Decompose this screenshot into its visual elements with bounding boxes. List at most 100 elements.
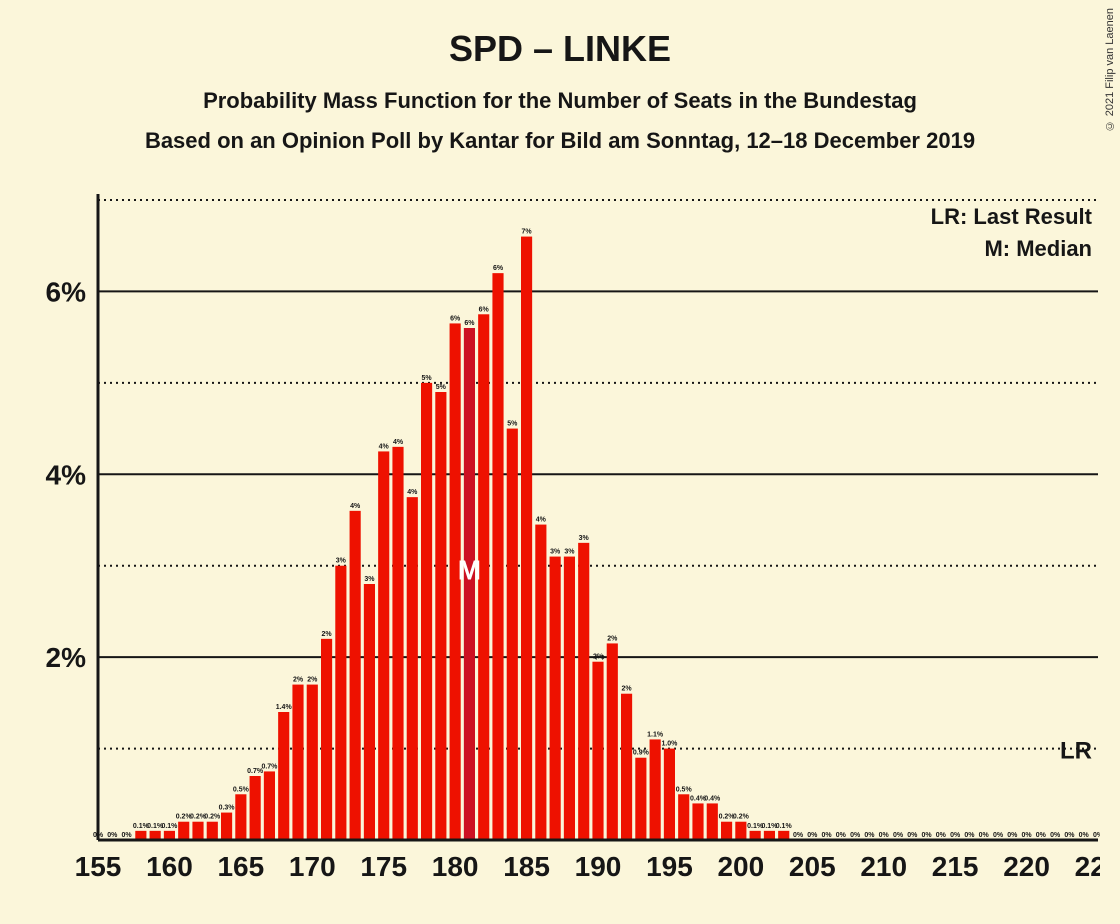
bar xyxy=(292,685,303,840)
bar-value-label: 0.2% xyxy=(204,814,221,821)
bar-value-label: 6% xyxy=(493,265,504,272)
bar-value-label: 0% xyxy=(807,832,818,839)
bar-value-label: 0% xyxy=(122,832,133,839)
x-tick-label: 215 xyxy=(932,851,979,882)
x-tick-label: 220 xyxy=(1003,851,1050,882)
bar-value-label: 0% xyxy=(850,832,861,839)
legend-m: M: Median xyxy=(984,236,1092,261)
bar-value-label: 0.9% xyxy=(633,750,650,757)
bar-value-label: 3% xyxy=(564,549,575,556)
bar-value-label: 0% xyxy=(922,832,933,839)
bar-value-label: 6% xyxy=(464,320,475,327)
chart-container: 2%4%6%0%0%0%0.1%0.1%0.1%0.2%0.2%0.2%0.3%… xyxy=(40,190,1100,890)
bar xyxy=(721,822,732,840)
bar xyxy=(321,639,332,840)
bar-value-label: 7% xyxy=(522,229,533,236)
bar xyxy=(692,803,703,840)
legend-lr: LR: Last Result xyxy=(931,204,1093,229)
bar-value-label: 3% xyxy=(579,535,590,542)
bar xyxy=(564,557,575,840)
chart-subtitle-2: Based on an Opinion Poll by Kantar for B… xyxy=(0,128,1120,154)
bar-value-label: 0% xyxy=(936,832,947,839)
bar-value-label: 0% xyxy=(1093,832,1100,839)
bar-value-label: 0% xyxy=(864,832,875,839)
bar xyxy=(735,822,746,840)
bar-value-label: 5% xyxy=(436,384,447,391)
bar xyxy=(550,557,561,840)
x-tick-label: 195 xyxy=(646,851,693,882)
bar-value-label: 0% xyxy=(1007,832,1018,839)
bar-value-label: 0% xyxy=(993,832,1004,839)
x-tick-label: 175 xyxy=(360,851,407,882)
bar xyxy=(264,771,275,840)
bar xyxy=(221,813,232,840)
bar xyxy=(621,694,632,840)
bar xyxy=(207,822,218,840)
bar xyxy=(607,643,618,840)
x-tick-label: 165 xyxy=(217,851,264,882)
bar xyxy=(592,662,603,840)
bar xyxy=(407,497,418,840)
bar-value-label: 2% xyxy=(607,635,618,642)
bar-value-label: 0.3% xyxy=(219,805,236,812)
bar-value-label: 0% xyxy=(950,832,961,839)
copyright-label: © 2021 Filip van Laenen xyxy=(1104,8,1116,131)
x-tick-label: 170 xyxy=(289,851,336,882)
bar-value-label: 0.2% xyxy=(733,814,750,821)
chart-subtitle-1: Probability Mass Function for the Number… xyxy=(0,88,1120,114)
lr-arrow-right xyxy=(602,654,605,660)
x-tick-label: 200 xyxy=(717,851,764,882)
bar-value-label: 0.5% xyxy=(676,786,693,793)
bar-value-label: 0.1% xyxy=(776,823,793,830)
bar-value-label: 0% xyxy=(793,832,804,839)
bar-value-label: 0.5% xyxy=(233,786,250,793)
x-tick-label: 225 xyxy=(1075,851,1100,882)
x-tick-label: 160 xyxy=(146,851,193,882)
bar xyxy=(307,685,318,840)
bar-value-label: 6% xyxy=(479,306,490,313)
bar-value-label: 1.4% xyxy=(276,704,293,711)
bar-value-label: 0.7% xyxy=(261,763,278,770)
pmf-bar-chart: 2%4%6%0%0%0%0.1%0.1%0.1%0.2%0.2%0.2%0.3%… xyxy=(40,190,1100,890)
bar-value-label: 3% xyxy=(550,549,561,556)
bar-value-label: 0.4% xyxy=(704,795,721,802)
bar xyxy=(364,584,375,840)
bar-value-label: 5% xyxy=(422,375,433,382)
bar-value-label: 0% xyxy=(107,832,118,839)
bar-value-label: 6% xyxy=(450,315,461,322)
bar-value-label: 2% xyxy=(307,677,318,684)
bar-value-label: 3% xyxy=(336,558,347,565)
lr-marker: LR xyxy=(1060,738,1092,765)
bar-value-label: 0% xyxy=(964,832,975,839)
bar xyxy=(507,429,518,840)
chart-title: SPD – LINKE xyxy=(0,0,1120,70)
median-marker: M xyxy=(458,554,481,585)
y-tick-label: 6% xyxy=(46,276,87,307)
bar-value-label: 4% xyxy=(407,489,418,496)
bar xyxy=(378,451,389,840)
bar-value-label: 2% xyxy=(293,677,304,684)
x-tick-label: 185 xyxy=(503,851,550,882)
bar-value-label: 4% xyxy=(350,503,361,510)
x-tick-label: 205 xyxy=(789,851,836,882)
bar xyxy=(664,749,675,840)
bar-value-label: 1.1% xyxy=(647,731,664,738)
bar-value-label: 5% xyxy=(507,421,518,428)
bar-value-label: 4% xyxy=(379,443,390,450)
bar-value-label: 0% xyxy=(879,832,890,839)
bar xyxy=(578,543,589,840)
x-tick-label: 210 xyxy=(860,851,907,882)
bar-value-label: 3% xyxy=(364,576,375,583)
bar xyxy=(178,822,189,840)
bar-value-label: 0% xyxy=(822,832,833,839)
bar xyxy=(192,822,203,840)
x-tick-label: 190 xyxy=(575,851,622,882)
bar-value-label: 0% xyxy=(836,832,847,839)
bar-value-label: 0% xyxy=(1022,832,1033,839)
bar-value-label: 2% xyxy=(622,686,633,693)
y-tick-label: 2% xyxy=(46,642,87,673)
bar-value-label: 0% xyxy=(1064,832,1075,839)
bar xyxy=(492,273,503,840)
bar xyxy=(335,566,346,840)
bar xyxy=(707,803,718,840)
